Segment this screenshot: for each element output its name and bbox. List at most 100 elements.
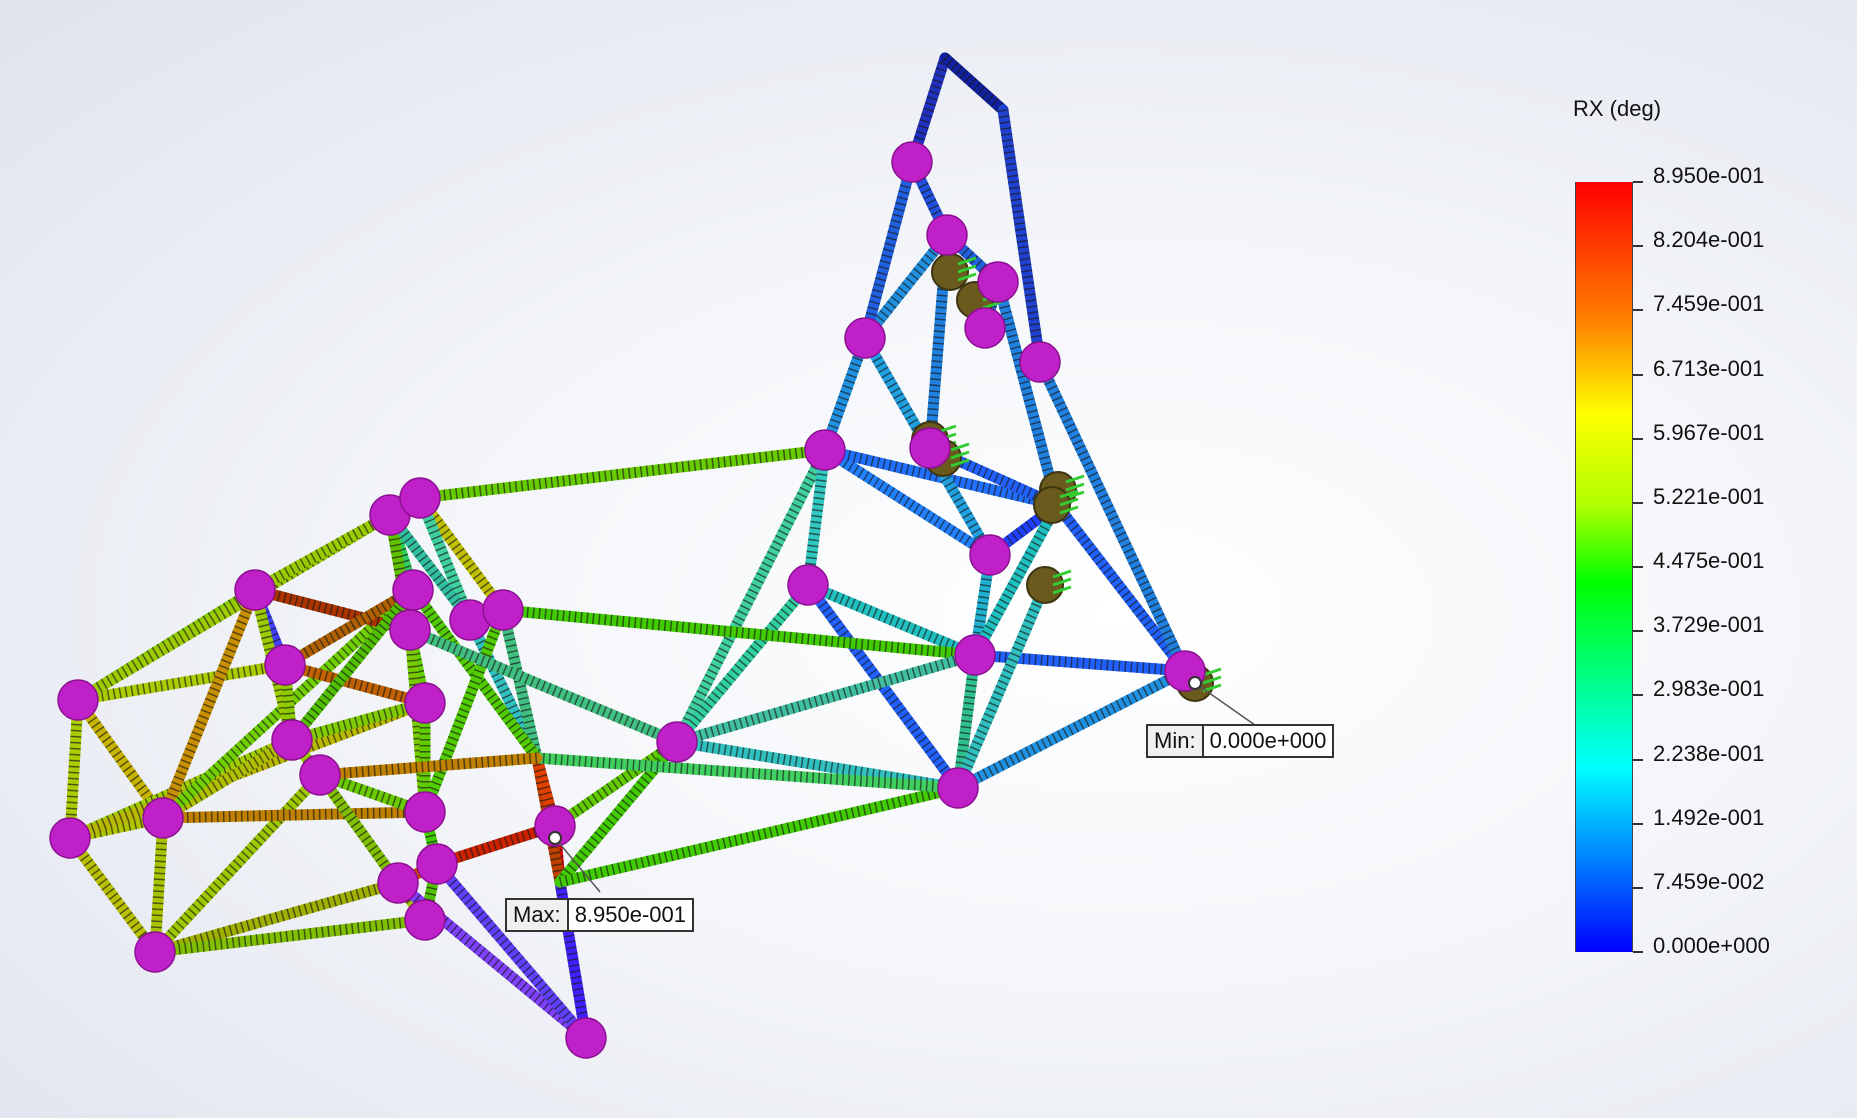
frame-joint[interactable] [234, 569, 276, 611]
frame-member-mesh [805, 579, 978, 661]
frame-joint[interactable] [416, 843, 458, 885]
frame-joint[interactable] [404, 682, 446, 724]
load-arrow [1052, 585, 1072, 595]
frame-joint[interactable] [656, 721, 698, 763]
frame-joint[interactable] [926, 214, 968, 256]
legend-tick-label: 2.983e-001 [1653, 676, 1765, 702]
frame-member-mesh [1052, 501, 1190, 675]
frame-member-mesh [287, 586, 418, 744]
legend-tick-mark [1633, 437, 1643, 440]
frame-joint[interactable] [954, 634, 996, 676]
frame-joint[interactable] [844, 317, 886, 359]
legend-tick-label: 5.221e-001 [1653, 483, 1765, 509]
legend-title: RX (deg) [1573, 96, 1662, 121]
load-arrow [957, 264, 977, 274]
load-arrow [950, 442, 970, 452]
frame-joint[interactable] [977, 261, 1019, 303]
frame-joint[interactable] [404, 791, 446, 833]
load-arrow [1059, 497, 1079, 507]
legend-tick-mark [1633, 886, 1643, 889]
legend-tick-mark [1633, 501, 1643, 504]
frame-joint[interactable] [377, 862, 419, 904]
frame-member-mesh [551, 737, 681, 831]
frame-joint[interactable] [49, 817, 91, 859]
frame-joint[interactable] [57, 679, 99, 721]
load-arrow [957, 272, 977, 282]
load-arrow [950, 458, 970, 468]
legend-tick-label: 7.459e-001 [1653, 291, 1765, 317]
frame-member [671, 649, 981, 748]
max-probe-caption: Max: [507, 900, 569, 930]
frame-member-mesh [672, 581, 813, 746]
frame-joint[interactable] [804, 429, 846, 471]
legend-tick-label: 6.713e-001 [1653, 355, 1765, 381]
frame-member-mesh [419, 608, 509, 814]
frame-joint[interactable] [969, 534, 1011, 576]
frame-joint[interactable] [399, 477, 441, 519]
frame-member-mesh [558, 782, 960, 888]
legend-tick-label: 5.967e-001 [1653, 419, 1765, 445]
max-leader-line [554, 837, 601, 893]
frame-member [64, 832, 161, 958]
frame-member-mesh [970, 502, 1062, 658]
frame-member-mesh [952, 582, 1051, 791]
legend-tick-mark [1633, 758, 1643, 761]
legend-tick-mark [1633, 245, 1643, 248]
legend-tick-mark [1633, 181, 1643, 183]
frame-member-mesh [823, 444, 1059, 511]
frame-joint[interactable] [142, 797, 184, 839]
frame-joint[interactable] [787, 564, 829, 606]
max-probe-value: 8.950e-001 [574, 902, 687, 927]
frame-member-mesh [941, 53, 1007, 115]
frame-member [157, 806, 431, 824]
frame-member [802, 444, 831, 591]
frame-joint[interactable] [264, 644, 306, 686]
frame-member-mesh [408, 586, 542, 762]
frame-joint[interactable] [534, 805, 576, 847]
frame-joint[interactable] [299, 754, 341, 796]
frame-member-mesh [64, 699, 84, 839]
frame-member-mesh [502, 604, 976, 661]
frame-member-mesh [992, 280, 1063, 507]
frame-joint[interactable] [134, 931, 176, 973]
frame-members [64, 52, 1191, 1044]
max-probe-label[interactable]: Max: 8.950e-001 [505, 898, 695, 932]
frame-member-mesh [997, 109, 1046, 363]
legend-tick-mark [1633, 373, 1643, 376]
frame-joint[interactable] [482, 589, 524, 631]
min-probe-caption: Min: [1148, 726, 1204, 756]
legend-tick-mark [1633, 951, 1643, 953]
legend-tick-label: 8.204e-001 [1653, 227, 1765, 253]
frame-member-mesh [955, 666, 1188, 793]
load-arrow [1202, 667, 1222, 677]
frame-joint[interactable] [937, 767, 979, 809]
legend-tick-mark [1633, 566, 1643, 568]
load-arrow [1052, 577, 1072, 587]
frame-member-mesh [283, 659, 427, 709]
frame-joint[interactable] [964, 307, 1006, 349]
frame-joint[interactable] [565, 1017, 607, 1059]
legend-tick-label: 8.950e-001 [1653, 163, 1765, 188]
frame-member-mesh [497, 608, 543, 760]
frame-joint[interactable] [404, 899, 446, 941]
frame-joint[interactable] [909, 427, 951, 469]
frame-member-mesh [153, 877, 400, 958]
min-probe-label[interactable]: Min: 0.000e+000 [1146, 724, 1335, 758]
color-scale-bar[interactable] [1575, 182, 1633, 952]
frame-member-mesh [315, 771, 403, 887]
load-arrow [957, 256, 977, 266]
frame-joint[interactable] [392, 569, 434, 611]
frame-joint[interactable] [389, 609, 431, 651]
load-arrow [1059, 489, 1079, 499]
frame-member-mesh [672, 447, 830, 745]
load-arrow [1059, 505, 1079, 515]
frame-joint[interactable] [891, 141, 933, 183]
legend-tick-label: 7.459e-002 [1653, 868, 1765, 894]
frame-joint[interactable] [1019, 341, 1061, 383]
load-arrow [982, 300, 1002, 310]
frame-joint[interactable] [271, 719, 313, 761]
legend-tick-mark [1633, 822, 1643, 825]
load-arrow [1065, 482, 1085, 492]
